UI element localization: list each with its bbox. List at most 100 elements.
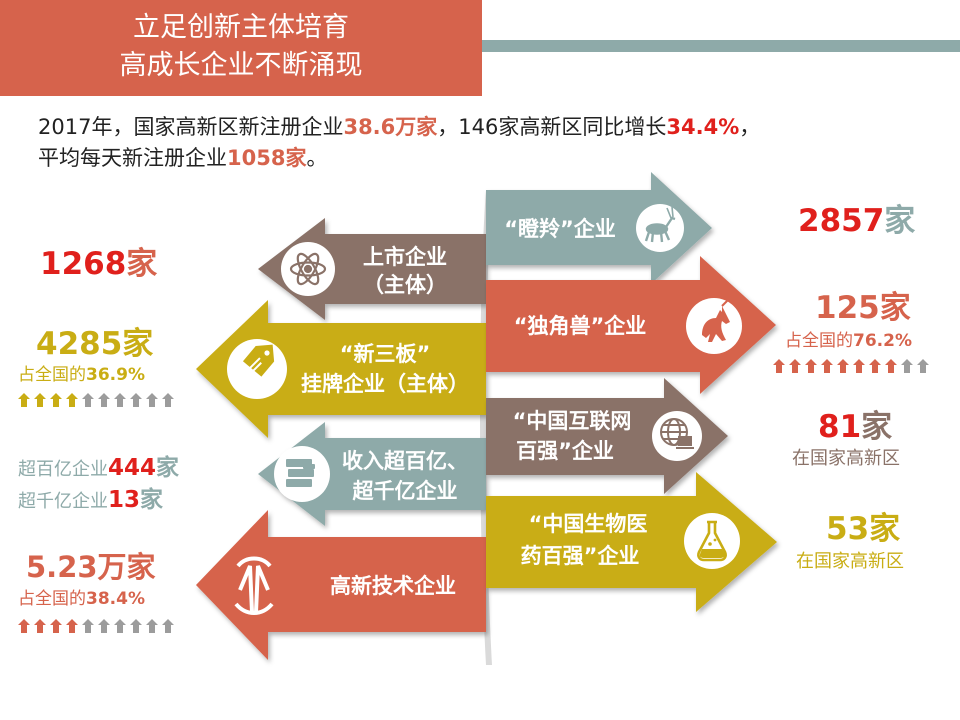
title-line1: 立足创新主体培育	[133, 12, 349, 43]
arrow-bio-shape	[486, 472, 777, 612]
progress-house-icon	[821, 359, 833, 373]
arrow-unicorn-label1: “独角兽”企业	[514, 314, 647, 338]
hightech-logo-icon	[234, 556, 274, 615]
progress-house-icon	[853, 359, 865, 373]
progress-house-icon	[162, 619, 174, 633]
price-tag-icon	[242, 344, 275, 377]
stat-hightech-share: 占全国的38.4%	[18, 589, 145, 609]
arrow-listed-label2: （主体）	[363, 273, 447, 297]
progress-house-icon	[917, 359, 929, 373]
stat-unicorn-num: 125家	[815, 290, 911, 326]
progress-house-icon	[98, 619, 110, 633]
progress-house-icon	[114, 393, 126, 407]
intro-line1: 2017年，国家高新区新注册企业38.6万家，146家高新区同比增长34.4%，	[38, 115, 761, 139]
progress-neeq	[18, 393, 174, 407]
money-stack-icon	[286, 459, 315, 487]
unicorn-icon	[702, 296, 732, 342]
stat-neeq-share: 占全国的36.9%	[18, 365, 145, 385]
stat-gazelle: 2857家	[798, 203, 915, 239]
stat-bio-note: 在国家高新区	[796, 551, 904, 572]
stat-big-100: 超百亿企业444家	[18, 454, 179, 481]
stat-neeq-pct: 36.9%	[86, 365, 145, 385]
gazelle-icon	[644, 206, 676, 243]
arrow-internet-shape	[486, 378, 728, 494]
progress-house-icon	[885, 359, 897, 373]
title-divider-bar	[482, 40, 960, 52]
progress-house-icon	[130, 619, 142, 633]
stat-gazelle-unit: 家	[884, 203, 915, 239]
arrow-internet-label2: 百强”企业	[516, 439, 614, 463]
arrow-neeq-label2: 挂牌企业（主体）	[301, 372, 469, 396]
progress-house-icon	[805, 359, 817, 373]
stat-hightech-pct: 38.4%	[86, 589, 145, 609]
progress-house-icon	[869, 359, 881, 373]
growth-rate-value: 34.4%	[666, 115, 740, 139]
stat-big-100-num: 444	[108, 455, 156, 481]
progress-house-icon	[789, 359, 801, 373]
stat-gazelle-num: 2857	[798, 203, 884, 239]
progress-house-icon	[18, 393, 30, 407]
stat-internet-unit: 家	[861, 409, 892, 445]
arrow-revenue-label2: 超千亿企业	[353, 479, 458, 503]
title-banner: 立足创新主体培育 高成长企业不断涌现	[0, 0, 482, 96]
progress-house-icon	[773, 359, 785, 373]
progress-house-icon	[901, 359, 913, 373]
arrow-revenue-shape	[258, 422, 486, 526]
progress-house-icon	[18, 619, 30, 633]
progress-house-icon	[34, 393, 46, 407]
progress-house-icon	[82, 393, 94, 407]
arrow-neeq-shape	[196, 300, 486, 438]
new-firms-value: 38.6万家	[343, 115, 438, 139]
stat-listed-unit: 家	[126, 246, 157, 282]
stat-bio-num: 53家	[826, 511, 900, 547]
progress-house-icon	[146, 619, 158, 633]
progress-unicorn	[773, 359, 929, 373]
arrow-neeq-label1: “新三板”	[340, 342, 431, 366]
arrow-unicorn-shape	[486, 256, 776, 394]
progress-house-icon	[146, 393, 158, 407]
progress-house-icon	[66, 619, 78, 633]
stat-hightech-num: 5.23万家	[26, 550, 156, 584]
stat-unicorn-share: 占全国的76.2%	[785, 331, 912, 351]
stat-internet-note: 在国家高新区	[792, 448, 900, 469]
progress-house-icon	[162, 393, 174, 407]
arrow-internet-label1: “中国互联网	[513, 409, 632, 433]
arrow-listed-label1: 上市企业	[363, 245, 447, 269]
progress-house-icon	[50, 619, 62, 633]
arrow-listed	[258, 218, 486, 320]
stat-listed-num: 1268	[40, 246, 126, 282]
arrow-bio-label2: 药百强”企业	[521, 544, 640, 568]
arrow-bio	[486, 472, 777, 612]
arrow-hightech-shape	[196, 510, 486, 660]
progress-hightech	[18, 619, 174, 633]
daily-firms-value: 1058家	[227, 146, 307, 170]
arrow-bio-label1: “中国生物医	[529, 512, 648, 536]
atom-icon	[289, 252, 327, 286]
progress-house-icon	[130, 393, 142, 407]
progress-house-icon	[98, 393, 110, 407]
progress-house-icon	[34, 619, 46, 633]
stat-listed: 1268家	[40, 246, 157, 282]
stat-big-1000-num: 13	[108, 487, 140, 513]
globe-computer-icon	[660, 418, 694, 449]
arrow-neeq	[196, 300, 486, 438]
arrow-revenue-label1: 收入超百亿、	[342, 449, 468, 473]
intro-line2: 平均每天新注册企业1058家。	[38, 146, 328, 170]
intro-paragraph: 2017年，国家高新区新注册企业38.6万家，146家高新区同比增长34.4%，…	[38, 112, 938, 174]
flask-icon	[697, 520, 727, 562]
arrow-hightech	[196, 510, 486, 660]
arrow-gazelle-shape	[486, 172, 712, 284]
arrow-hightech-label1: 高新技术企业	[330, 574, 456, 598]
progress-house-icon	[66, 393, 78, 407]
title-line2: 高成长企业不断涌现	[119, 50, 363, 81]
stat-internet-num: 81	[818, 409, 861, 445]
stat-big-1000: 超千亿企业13家	[18, 486, 163, 513]
progress-house-icon	[50, 393, 62, 407]
stat-unicorn-pct: 76.2%	[853, 331, 912, 351]
progress-house-icon	[114, 619, 126, 633]
arrow-gazelle-label1: “瞪羚”企业	[504, 217, 616, 241]
stat-neeq-num: 4285家	[36, 326, 153, 362]
stat-internet: 81家	[818, 409, 892, 445]
progress-house-icon	[837, 359, 849, 373]
progress-house-icon	[82, 619, 94, 633]
